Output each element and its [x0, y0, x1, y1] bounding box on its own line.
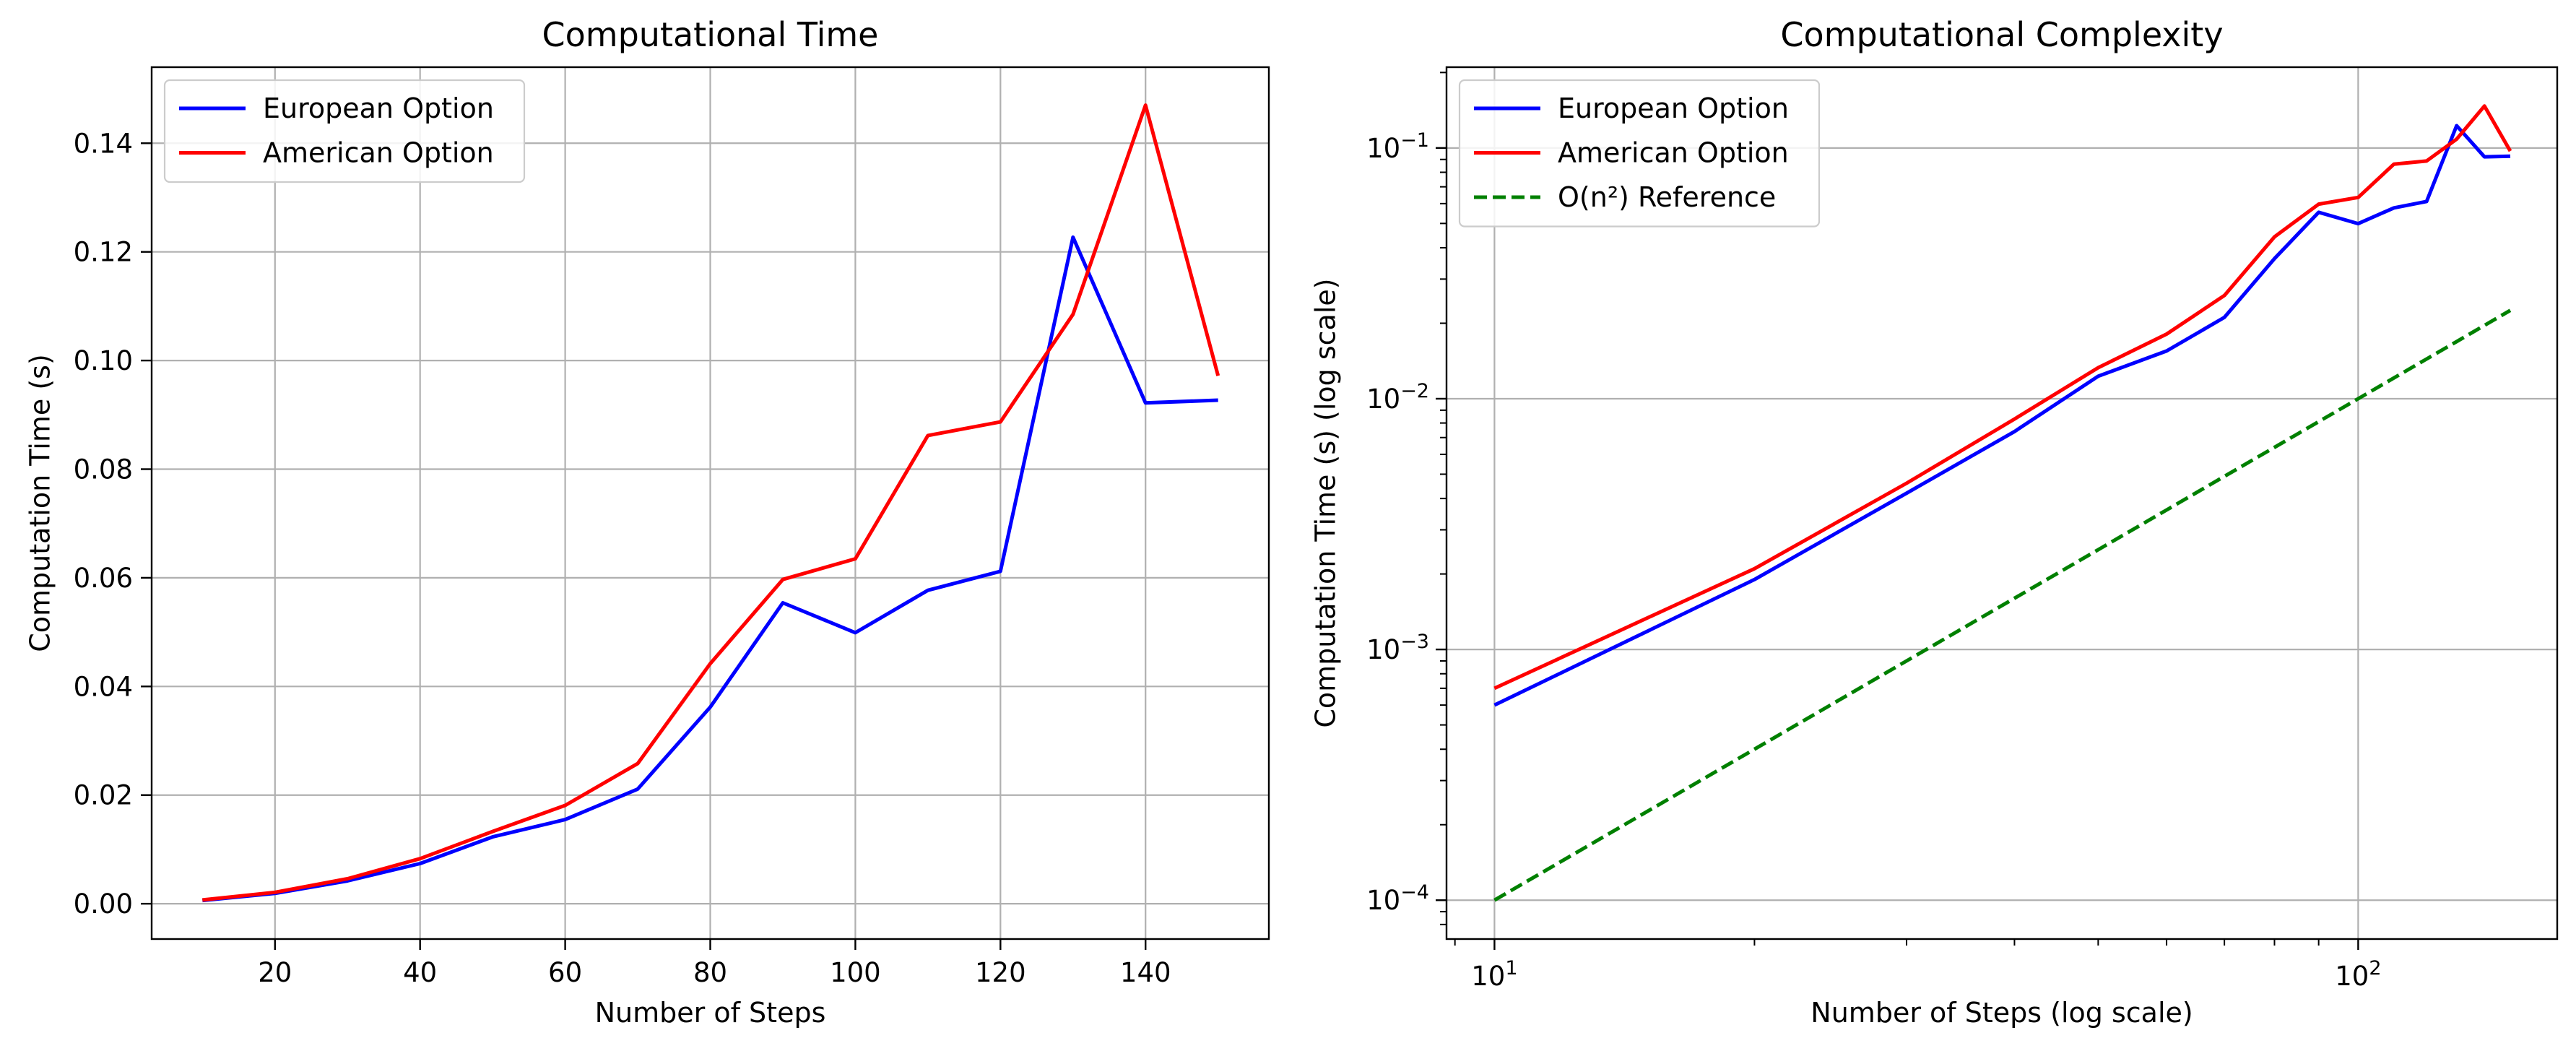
x-axis-label: Number of Steps (log scale) — [1810, 997, 2193, 1029]
y-tick-label: 0.12 — [74, 237, 133, 268]
y-tick-label: 0.04 — [74, 671, 133, 702]
x-axis-label: Number of Steps — [595, 997, 826, 1029]
plot-frame — [1445, 66, 2559, 940]
y-tick-label: 10−2 — [1366, 380, 1429, 415]
y-tick-label: 0.00 — [74, 888, 133, 920]
legend-label-o-n-reference: O(n²) Reference — [1558, 181, 1776, 213]
x-tick-label: 102 — [2335, 957, 2381, 992]
x-tick-label: 101 — [1471, 957, 1517, 992]
plot-frame — [150, 66, 1270, 940]
series-line-american-option — [1493, 104, 2512, 691]
x-tick-label: 80 — [693, 957, 727, 988]
x-tick-label: 140 — [1120, 957, 1171, 988]
y-axis-label: Computation Time (s) — [25, 354, 56, 652]
x-tick-label: 40 — [403, 957, 437, 988]
chart-title: Computational Complexity — [1780, 15, 2223, 54]
series-line-o-n-reference — [1493, 308, 2512, 902]
legend-label-european-option: European Option — [1558, 92, 1789, 124]
y-tick-label: 0.14 — [74, 128, 133, 159]
legend: European Option American Option — [163, 79, 526, 183]
legend-label-american-option: American Option — [263, 137, 494, 169]
legend-label-european-option: European Option — [263, 92, 494, 124]
x-tick-label: 20 — [258, 957, 292, 988]
chart-title: Computational Time — [542, 15, 879, 54]
x-tick-label: 100 — [830, 957, 881, 988]
series-line-european-option — [1493, 124, 2511, 707]
legend-box — [163, 79, 526, 183]
y-tick-label: 0.08 — [74, 454, 133, 485]
x-tick-label: 120 — [975, 957, 1026, 988]
y-tick-label: 0.06 — [74, 563, 133, 594]
x-tick-label: 60 — [548, 957, 582, 988]
y-tick-label: 10−4 — [1366, 881, 1429, 916]
y-tick-label: 0.10 — [74, 345, 133, 376]
legend: European Option American Option O(n²) Refe… — [1458, 79, 1821, 228]
y-tick-label: 10−1 — [1366, 129, 1429, 164]
y-tick-label: 10−3 — [1366, 631, 1429, 665]
y-axis-label: Computation Time (s) (log scale) — [1310, 278, 1342, 727]
legend-label-american-option: American Option — [1558, 137, 1789, 169]
chart-panel-1: 20 40 60 80 100 120 140 0.00 0.02 0.04 0.06 0.08 0.1… — [25, 15, 1270, 1029]
series-line-american-option — [202, 103, 1220, 902]
chart-panel-2: 101 102 10−4 10−3 10−2 10−1 Computational Comp… — [1310, 15, 2559, 1029]
y-tick-label: 0.02 — [74, 780, 133, 811]
legend-box — [1458, 79, 1821, 228]
